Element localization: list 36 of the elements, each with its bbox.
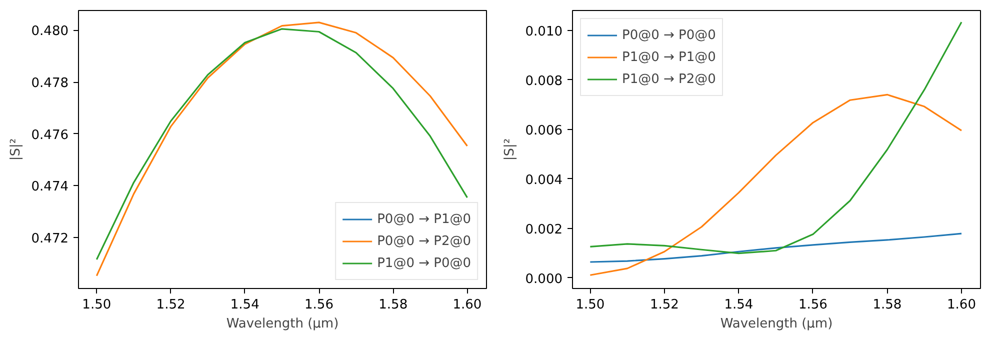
x-tick-label: 1.56 bbox=[798, 298, 828, 312]
legend-label: P0@0 → P2@0 bbox=[377, 234, 471, 248]
x-tick-label: 1.54 bbox=[724, 298, 754, 312]
x-tick-label: 1.54 bbox=[230, 298, 260, 312]
line-series bbox=[589, 94, 962, 276]
x-tick-label: 1.56 bbox=[304, 298, 334, 312]
y-tick-label: 0.006 bbox=[525, 123, 562, 138]
legend-label: P1@0 → P1@0 bbox=[622, 50, 716, 64]
y-tick-label: 0.478 bbox=[31, 76, 68, 92]
legend-label: P1@0 → P2@0 bbox=[622, 72, 716, 86]
y-axis-title: |S|² bbox=[502, 138, 518, 161]
y-tick-label: 0.472 bbox=[31, 231, 68, 246]
x-axis-title: Wavelength (µm) bbox=[720, 316, 833, 332]
x-tick-label: 1.52 bbox=[650, 298, 679, 312]
y-axis-title: |S|² bbox=[8, 138, 24, 161]
x-tick-label: 1.50 bbox=[82, 298, 112, 312]
x-tick-label: 1.58 bbox=[378, 298, 408, 312]
y-tick-label: 0.476 bbox=[31, 128, 68, 143]
x-tick-label: 1.60 bbox=[947, 298, 976, 312]
legend-label: P1@0 → P0@0 bbox=[377, 256, 471, 270]
line-series bbox=[589, 232, 962, 263]
y-tick-label: 0.008 bbox=[525, 74, 562, 89]
x-tick-label: 1.60 bbox=[452, 298, 482, 312]
x-axis-title: Wavelength (µm) bbox=[226, 316, 339, 332]
y-tick-label: 0.480 bbox=[31, 24, 68, 40]
line-series bbox=[589, 21, 962, 254]
y-tick-label: 0.002 bbox=[525, 222, 562, 238]
legend-label: P0@0 → P1@0 bbox=[377, 212, 471, 226]
y-tick-label: 0.004 bbox=[525, 172, 562, 188]
x-tick-label: 1.58 bbox=[872, 298, 902, 312]
legend-label: P0@0 → P0@0 bbox=[622, 28, 716, 42]
y-tick-label: 0.010 bbox=[525, 24, 562, 40]
x-tick-label: 1.50 bbox=[576, 298, 605, 312]
x-tick-label: 1.52 bbox=[156, 298, 186, 312]
y-tick-label: 0.000 bbox=[525, 272, 562, 287]
y-tick-label: 0.474 bbox=[31, 180, 68, 195]
